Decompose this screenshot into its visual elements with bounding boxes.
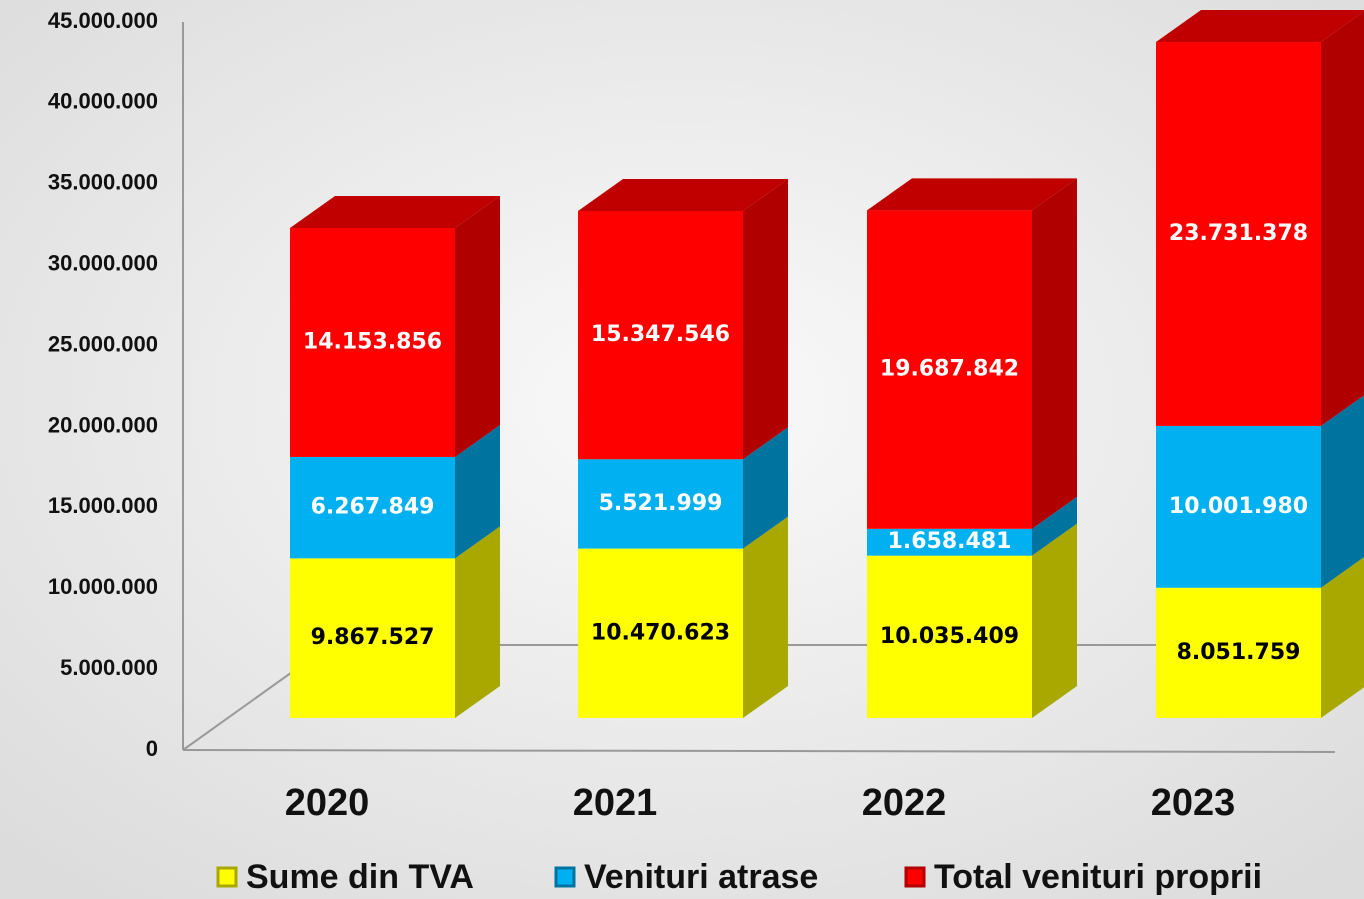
bar-top [290, 195, 500, 228]
bar [1156, 425, 1321, 588]
bar-side [455, 195, 500, 457]
y-tick-label: 20.000.000 [48, 412, 158, 437]
bar [867, 210, 1032, 529]
data-label: 10.470.623 [591, 620, 730, 645]
legend-swatch [216, 866, 238, 888]
bar-top [578, 178, 788, 211]
x-tick-label: 2022 [862, 782, 947, 824]
y-tick-label: 40.000.000 [48, 89, 158, 114]
bar-side [743, 427, 788, 549]
x-tick-label: 2021 [573, 782, 658, 824]
bar-side [743, 516, 788, 718]
bar-side [1032, 178, 1077, 529]
bar [1156, 587, 1321, 718]
x-tick-label: 2023 [1151, 782, 1236, 824]
legend-swatch [904, 866, 926, 888]
bar [1156, 42, 1321, 426]
y-tick-label: 30.000.000 [48, 250, 158, 275]
y-tick-label: 25.000.000 [48, 331, 158, 356]
x-tick-label: 2020 [285, 782, 370, 824]
data-label: 15.347.546 [591, 322, 730, 347]
bar [578, 210, 743, 460]
bar-side [1321, 11, 1364, 426]
bar-side [1032, 496, 1077, 556]
bar-side [1032, 523, 1077, 718]
data-label: 14.153.856 [303, 329, 442, 354]
y-tick-label: 45.000.000 [48, 8, 158, 33]
data-label: 1.658.481 [888, 529, 1012, 554]
legend-label: Total venituri proprii [934, 858, 1262, 896]
legend-swatch [554, 866, 576, 888]
bar [578, 459, 743, 549]
legend-label: Venituri atrase [584, 858, 818, 896]
bar [867, 528, 1032, 556]
y-tick-label: 0 [146, 736, 158, 761]
data-label: 10.001.980 [1169, 494, 1308, 519]
bar-side [1321, 395, 1364, 588]
bar [578, 548, 743, 718]
data-label: 6.267.849 [311, 495, 435, 520]
legend-label: Sume din TVA [246, 858, 474, 896]
bar-side [1321, 557, 1364, 718]
data-label: 9.867.527 [311, 625, 435, 650]
bar [290, 227, 455, 457]
bar-side [743, 178, 788, 460]
data-label: 19.687.842 [880, 357, 1019, 382]
bar [290, 558, 455, 718]
y-tick-label: 35.000.000 [48, 170, 158, 195]
bar [290, 456, 455, 559]
bar-side [455, 424, 500, 559]
bar-side [455, 526, 500, 718]
bar-top [1156, 10, 1364, 43]
bar [867, 555, 1032, 718]
y-tick-label: 5.000.000 [60, 655, 158, 680]
y-tick-label: 15.000.000 [48, 493, 158, 518]
bar-top [867, 178, 1077, 211]
data-label: 5.521.999 [599, 491, 723, 516]
y-tick-label: 10.000.000 [48, 574, 158, 599]
data-label: 23.731.378 [1169, 221, 1308, 246]
data-label: 8.051.759 [1177, 640, 1301, 665]
floor-front [182, 749, 1336, 753]
data-label: 10.035.409 [880, 624, 1019, 649]
